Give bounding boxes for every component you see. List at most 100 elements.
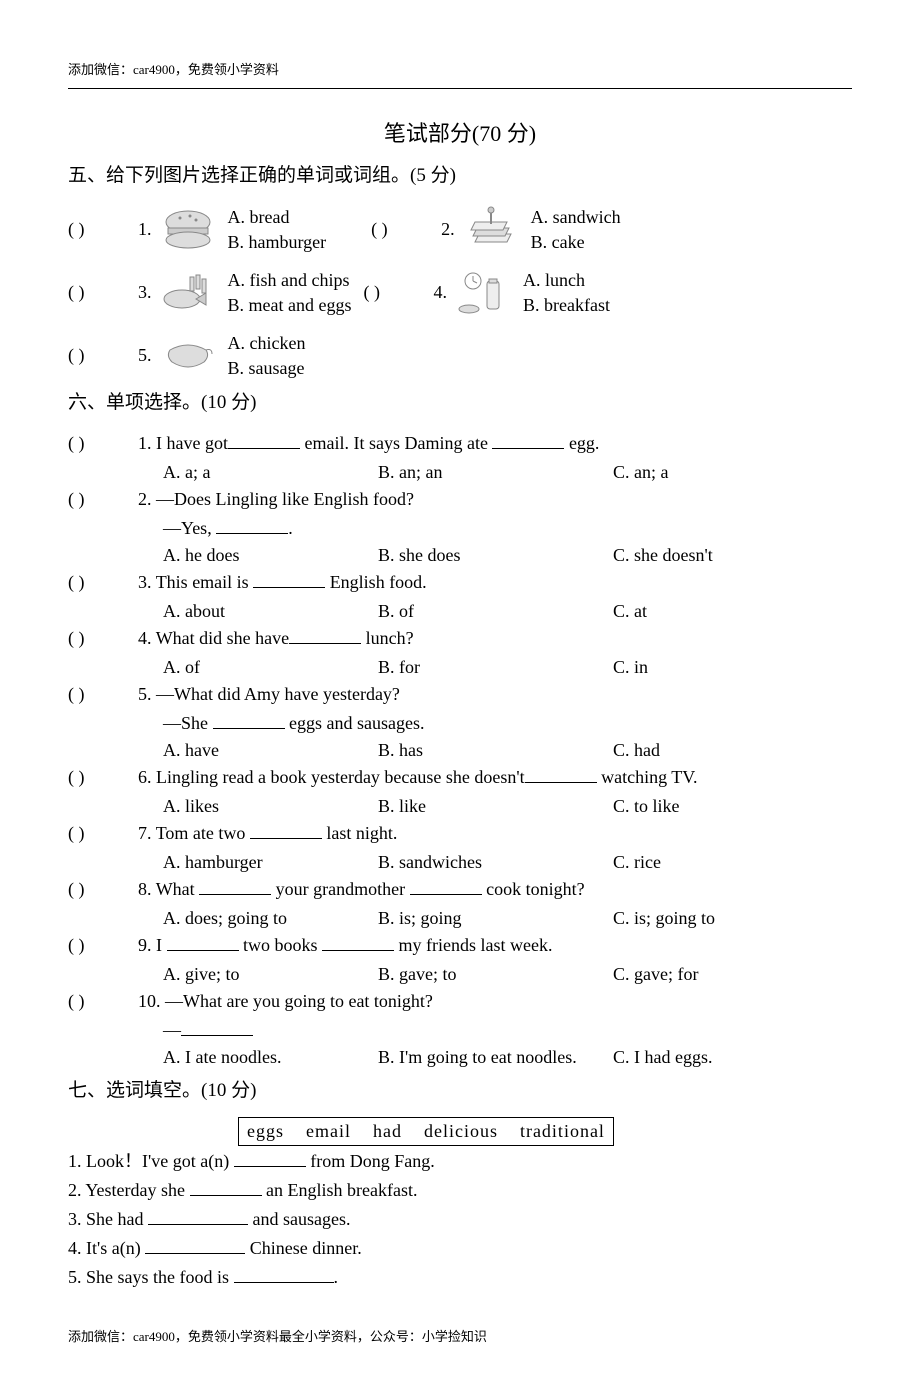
s6-q5-opts: A. have B. has C. had — [68, 737, 852, 764]
s6-q4: ( ) 4. What did she have lunch? — [68, 625, 852, 652]
page-title: 笔试部分(70 分) — [68, 117, 852, 150]
section5-title: 五、给下列图片选择正确的单词或词组。(5 分) — [68, 162, 852, 191]
s6-q2-opts: A. he does B. she does C. she doesn't — [68, 542, 852, 569]
s5-q5-num: 5. — [138, 342, 152, 369]
s5-q5-a: A. chicken — [228, 331, 306, 355]
opt-c: C. gave; for — [613, 961, 852, 988]
text: —Yes, — [163, 518, 216, 538]
s7-q3: 3. She had and sausages. — [68, 1206, 852, 1233]
opt-c: C. is; going to — [613, 905, 852, 932]
num: 3. — [68, 1209, 82, 1229]
text: —Does Lingling like English food? — [156, 489, 414, 509]
paren: ( ) — [68, 569, 138, 596]
word-box: eggs email had delicious traditional — [238, 1117, 614, 1146]
text: Tom ate two — [156, 823, 250, 843]
num: 5. — [68, 1267, 82, 1287]
blank — [234, 1149, 306, 1167]
text: What — [156, 879, 199, 899]
s5-q2-a: A. sandwich — [531, 205, 621, 229]
opt-a: A. he does — [163, 542, 378, 569]
s7-q1: 1. Look！I've got a(n) from Dong Fang. — [68, 1148, 852, 1175]
text: an English breakfast. — [262, 1180, 418, 1200]
text: from Dong Fang. — [306, 1151, 435, 1171]
blank — [216, 516, 288, 534]
s6-q8-opts: A. does; going to B. is; going C. is; go… — [68, 905, 852, 932]
text: Yesterday she — [85, 1180, 189, 1200]
s6-q10-opts: A. I ate noodles. B. I'm going to eat no… — [68, 1044, 852, 1071]
num: 2. — [68, 1180, 82, 1200]
s6-q1-num: 1. — [138, 433, 152, 453]
text: Look！I've got a(n) — [86, 1151, 234, 1171]
text: English food. — [325, 572, 427, 592]
paren: ( ) — [68, 279, 138, 306]
opt-a: A. a; a — [163, 459, 378, 486]
s5-q2-num: 2. — [441, 216, 455, 243]
s6-q6-num: 6. — [138, 767, 152, 787]
s6-q6: ( ) 6. Lingling read a book yesterday be… — [68, 764, 852, 791]
text: last night. — [322, 823, 398, 843]
text: Chinese dinner. — [245, 1238, 361, 1258]
opt-b: B. has — [378, 737, 613, 764]
s5-q3-num: 3. — [138, 279, 152, 306]
hamburger-icon — [158, 202, 218, 257]
text: —What are you going to eat tonight? — [165, 991, 433, 1011]
s5-q3-a: A. fish and chips — [228, 268, 352, 292]
text: — — [163, 1020, 181, 1040]
section7-title: 七、选词填空。(10 分) — [68, 1077, 852, 1106]
s6-q10: ( ) 10. —What are you going to eat tonig… — [68, 988, 852, 1015]
blank — [289, 626, 361, 644]
s6-q4-num: 4. — [138, 628, 152, 648]
s5-q5-b: B. sausage — [228, 356, 306, 380]
paren: ( ) — [363, 279, 433, 306]
text: What did she have — [156, 628, 289, 648]
opt-a: A. likes — [163, 793, 378, 820]
opt-b: B. an; an — [378, 459, 613, 486]
text: eggs and sausages. — [285, 713, 425, 733]
s6-q10-num: 10. — [138, 991, 161, 1011]
text: I — [156, 935, 167, 955]
opt-c: C. in — [613, 654, 852, 681]
s6-q2-line2: —Yes, . — [68, 515, 852, 542]
text: two books — [239, 935, 323, 955]
blank — [228, 431, 300, 449]
opt-b: B. like — [378, 793, 613, 820]
paren: ( ) — [68, 820, 138, 847]
s5-q2-b: B. cake — [531, 230, 621, 254]
s6-q1: ( ) 1. I have got email. It says Daming … — [68, 430, 852, 457]
paren: ( ) — [68, 430, 138, 457]
s6-q2-num: 2. — [138, 489, 152, 509]
text: . — [334, 1267, 339, 1287]
s5-row-1-2: ( ) 1. A. bread B. hamburger ( ) 2. A. s… — [68, 202, 852, 257]
s6-q1-opts: A. a; a B. an; an C. an; a — [68, 459, 852, 486]
s6-q5: ( ) 5. —What did Amy have yesterday? — [68, 681, 852, 708]
blank — [181, 1018, 253, 1036]
blank — [167, 933, 239, 951]
blank — [199, 877, 271, 895]
s6-q3: ( ) 3. This email is English food. — [68, 569, 852, 596]
s6-q8-num: 8. — [138, 879, 152, 899]
paren: ( ) — [371, 216, 441, 243]
opt-a: A. of — [163, 654, 378, 681]
s6-q5-num: 5. — [138, 684, 152, 704]
divider — [68, 88, 852, 89]
opt-c: C. at — [613, 598, 852, 625]
word-box-row: eggs email had delicious traditional — [68, 1117, 852, 1146]
text: and sausages. — [248, 1209, 350, 1229]
paren: ( ) — [68, 342, 138, 369]
paren: ( ) — [68, 625, 138, 652]
s6-q7-opts: A. hamburger B. sandwiches C. rice — [68, 849, 852, 876]
s5-q1-b: B. hamburger — [228, 230, 327, 254]
text: It's a(n) — [86, 1238, 145, 1258]
paren: ( ) — [68, 932, 138, 959]
opt-c: C. had — [613, 737, 852, 764]
s6-q7: ( ) 7. Tom ate two last night. — [68, 820, 852, 847]
blank — [148, 1207, 248, 1225]
text: your grandmother — [271, 879, 409, 899]
s6-q4-opts: A. of B. for C. in — [68, 654, 852, 681]
blank — [250, 821, 322, 839]
s6-q8: ( ) 8. What your grandmother cook tonigh… — [68, 876, 852, 903]
opt-c: C. an; a — [613, 459, 852, 486]
s5-q3-b: B. meat and eggs — [228, 293, 352, 317]
section6-title: 六、单项选择。(10 分) — [68, 389, 852, 418]
text: She says the food is — [86, 1267, 234, 1287]
